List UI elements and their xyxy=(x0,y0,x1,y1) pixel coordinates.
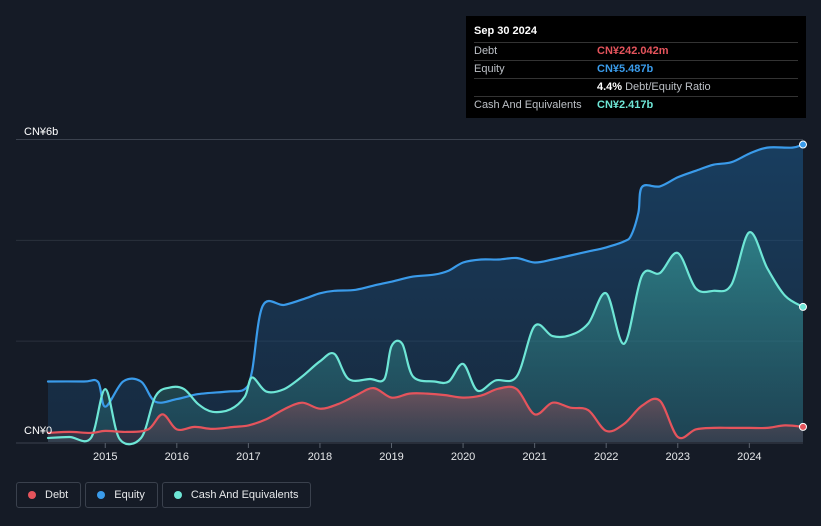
tooltip-value-ratio: 4.4% xyxy=(597,81,623,93)
debt-line xyxy=(46,385,805,440)
tooltip-label-ratio xyxy=(474,79,597,96)
x-tick-label-2022: 2022 xyxy=(594,451,618,463)
chart-legend: Debt Equity Cash And Equivalents xyxy=(16,482,312,508)
tooltip-label-equity: Equity xyxy=(474,63,505,75)
legend-dot-cash xyxy=(173,491,182,499)
debt-end-marker xyxy=(799,422,807,431)
x-tick-label-2021: 2021 xyxy=(522,451,546,463)
legend-item-debt[interactable]: Debt xyxy=(16,482,82,508)
tooltip-label-cash: Cash And Equivalents xyxy=(474,99,582,111)
cash-and-equivalents-line xyxy=(46,231,805,446)
y-axis-top-label: CN¥6b xyxy=(24,126,58,138)
x-tick-label-2024: 2024 xyxy=(737,451,761,463)
legend-label-equity: Equity xyxy=(114,489,145,501)
tooltip-panel: Sep 30 2024 Debt CN¥242.042m Equity CN¥5… xyxy=(466,16,806,118)
tooltip-row-cash: Cash And Equivalents CN¥2.417b xyxy=(474,96,798,114)
x-tick-label-2016: 2016 xyxy=(165,451,189,463)
x-tick-label-2023: 2023 xyxy=(666,451,690,463)
x-tick-label-2015: 2015 xyxy=(93,451,117,463)
equity-line xyxy=(46,143,805,408)
chart-areas xyxy=(48,144,803,445)
tooltip-value-cash: CN¥2.417b xyxy=(597,99,654,111)
x-axis-tick-labels: 2015 2016 2017 2018 2019 2020 2021 2022 2023 2024 xyxy=(93,443,762,463)
legend-item-cash[interactable]: Cash And Equivalents xyxy=(161,482,312,508)
legend-label-cash: Cash And Equivalents xyxy=(190,489,299,501)
legend-dot-equity xyxy=(97,491,106,499)
chart-lines xyxy=(46,143,805,446)
tooltip-value-equity: CN¥5.487b xyxy=(597,63,654,75)
legend-item-equity[interactable]: Equity xyxy=(85,482,158,508)
x-tick-label-2018: 2018 xyxy=(308,451,332,463)
x-tick-label-2017: 2017 xyxy=(236,451,260,463)
x-tick-label-2020: 2020 xyxy=(451,451,475,463)
chart-end-markers xyxy=(799,140,807,431)
tooltip-ratio-caption: Debt/Equity Ratio xyxy=(625,81,711,93)
debt-area xyxy=(48,386,803,442)
cash-and-equivalents-end-marker xyxy=(799,302,807,311)
y-axis-bottom-label: CN¥0 xyxy=(24,425,52,437)
tooltip-date: Sep 30 2024 xyxy=(474,25,537,37)
x-tick-label-2019: 2019 xyxy=(379,451,403,463)
legend-label-debt: Debt xyxy=(45,489,69,501)
cash-and-equivalents-area xyxy=(48,232,803,445)
tooltip-row-equity: Equity CN¥5.487b xyxy=(474,60,798,78)
tooltip-row-debt: Debt CN¥242.042m xyxy=(474,42,798,60)
legend-dot-debt xyxy=(28,491,36,499)
tooltip-label-debt: Debt xyxy=(474,45,498,57)
tooltip-value-debt: CN¥242.042m xyxy=(597,45,669,57)
tooltip-row-ratio: 4.4% Debt/Equity Ratio xyxy=(474,78,798,96)
equity-end-marker xyxy=(799,140,807,149)
